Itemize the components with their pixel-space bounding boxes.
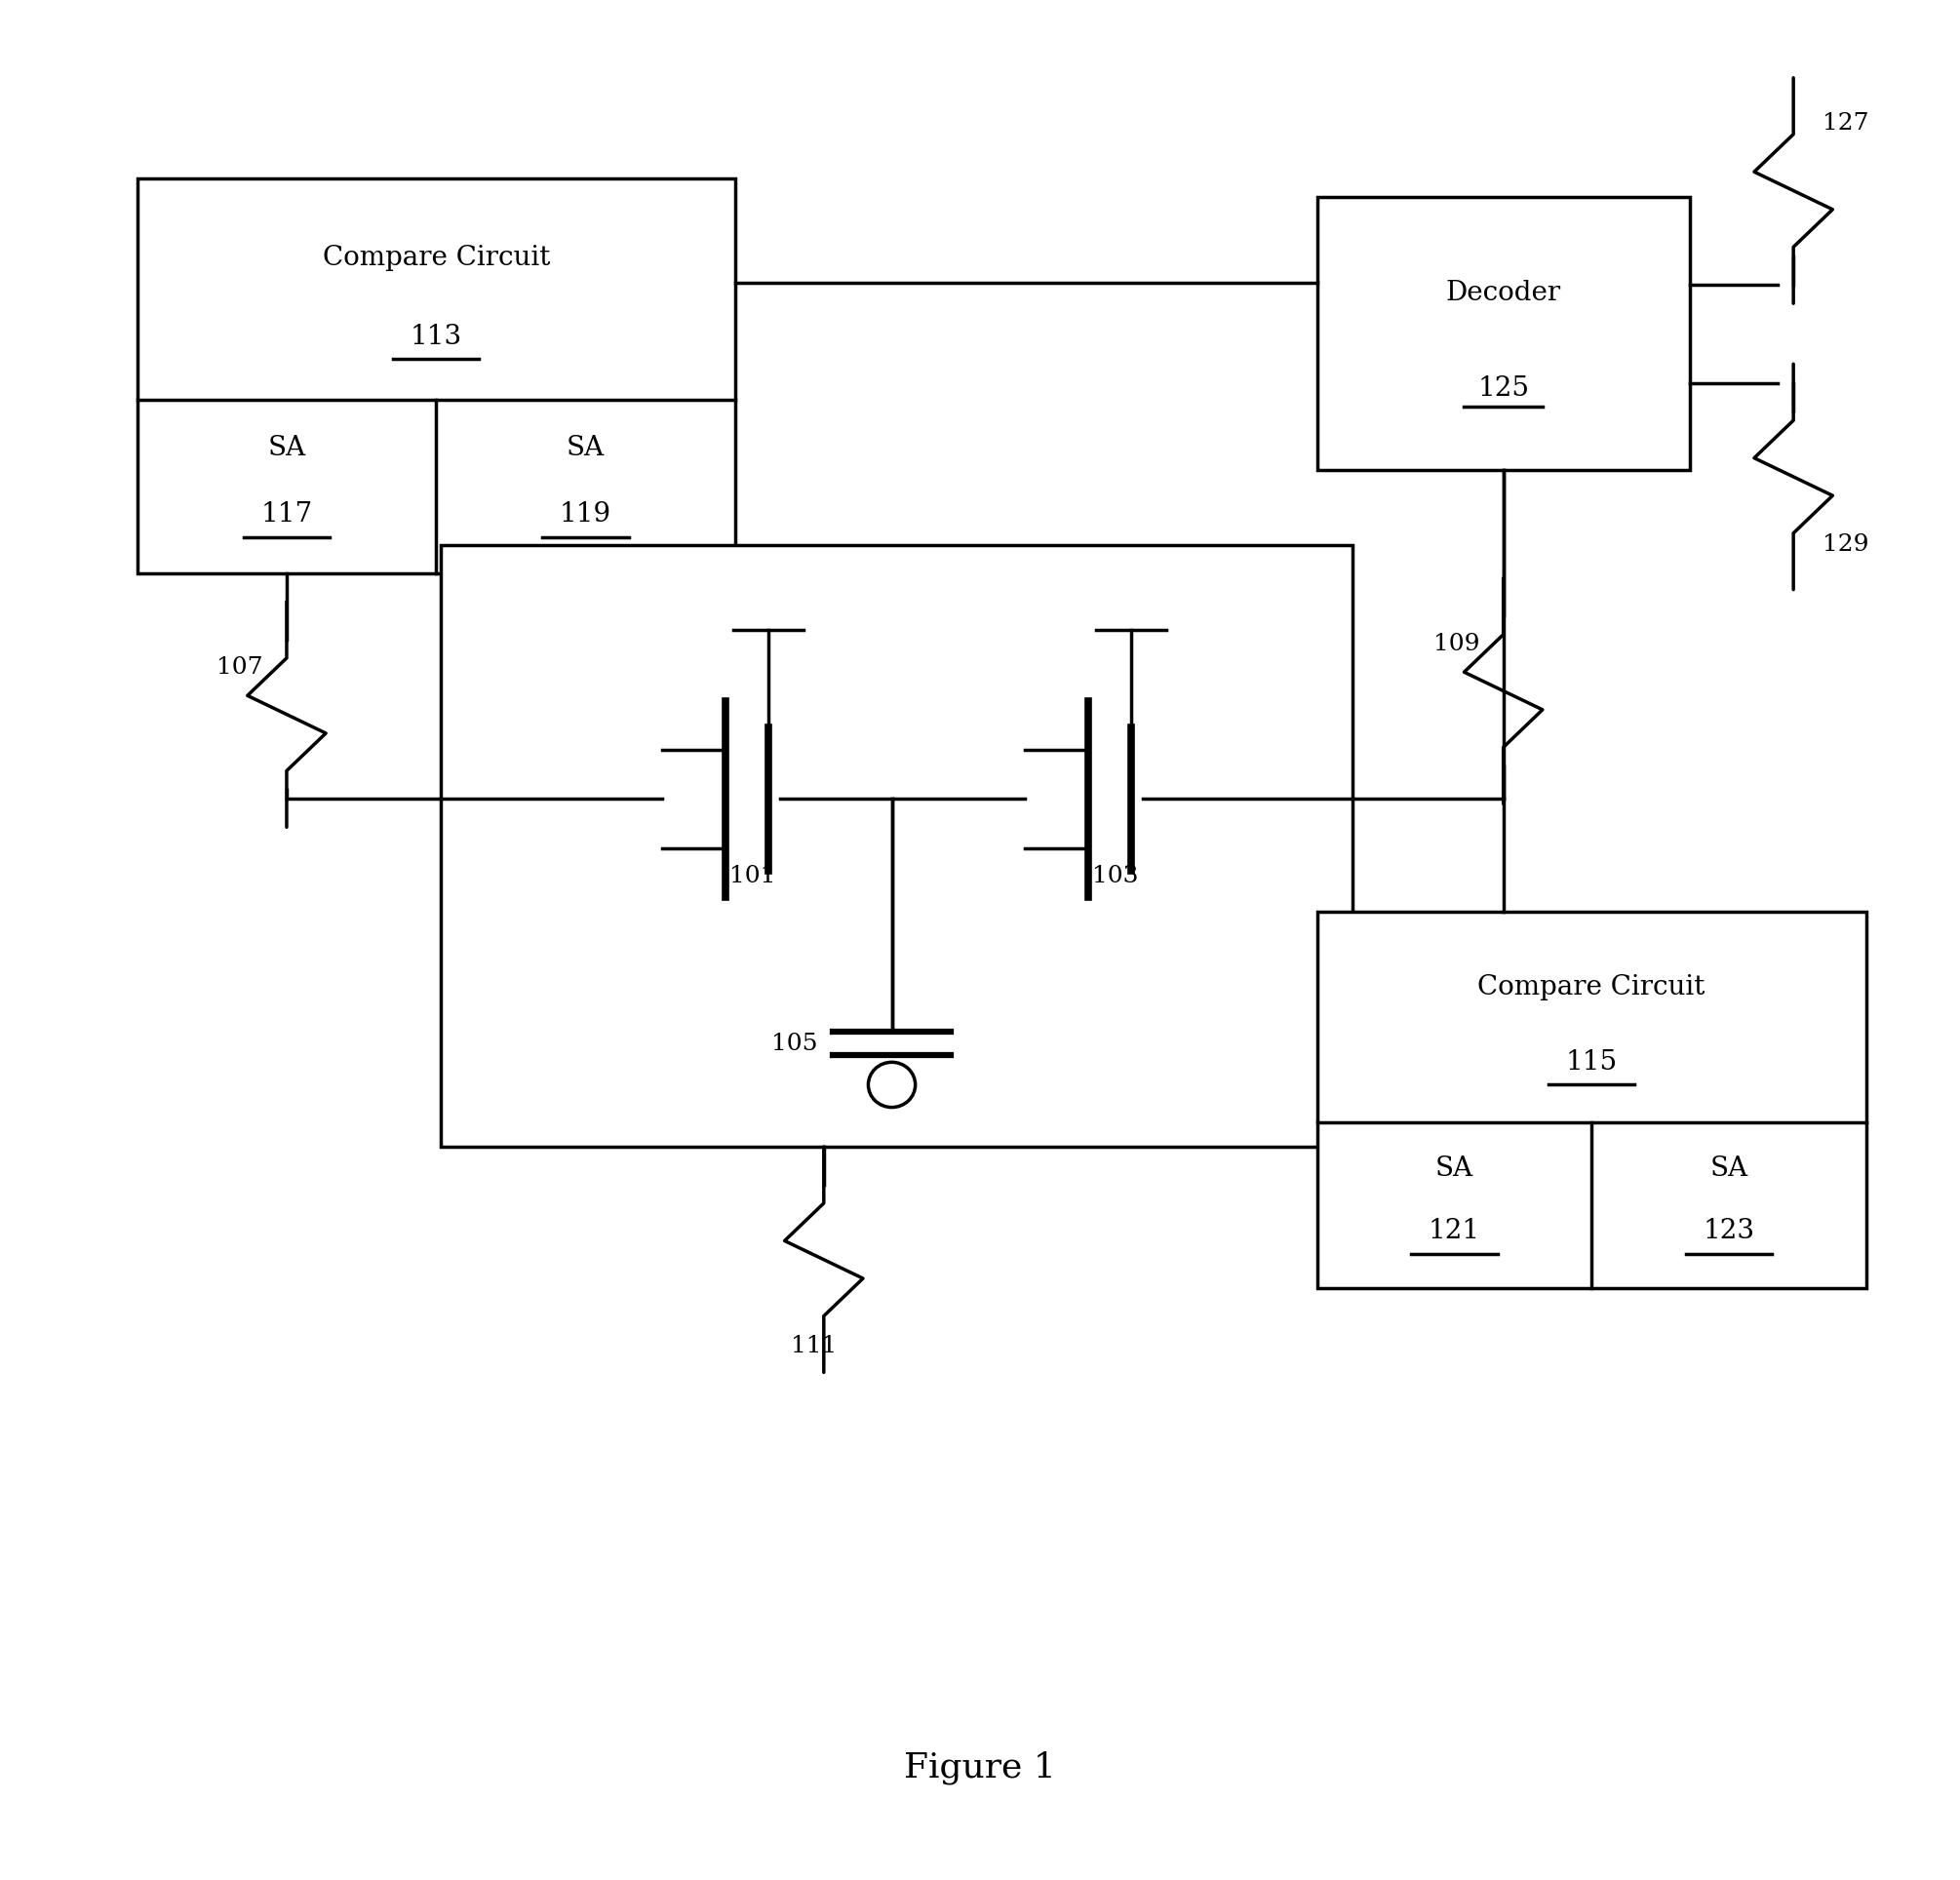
Text: SA: SA: [269, 434, 306, 461]
Text: 129: 129: [1823, 534, 1870, 556]
Bar: [1317, 197, 1690, 470]
Text: SA: SA: [566, 434, 604, 461]
Text: 123: 123: [1703, 1218, 1754, 1245]
Text: 105: 105: [770, 1032, 817, 1055]
Text: 109: 109: [1433, 634, 1480, 654]
Text: 125: 125: [1478, 374, 1529, 402]
Text: Compare Circuit: Compare Circuit: [1478, 974, 1705, 1000]
Text: 121: 121: [1429, 1218, 1480, 1245]
Text: 101: 101: [729, 865, 776, 887]
Text: SA: SA: [1435, 1156, 1474, 1183]
Text: Figure 1: Figure 1: [904, 1750, 1056, 1784]
Text: 115: 115: [1566, 1049, 1617, 1075]
Text: 107: 107: [218, 656, 263, 679]
Text: 111: 111: [792, 1335, 837, 1357]
Text: Compare Circuit: Compare Circuit: [321, 244, 551, 271]
Text: 119: 119: [561, 502, 612, 528]
Text: Decoder: Decoder: [1446, 280, 1560, 306]
Text: 117: 117: [261, 502, 312, 528]
Bar: [1317, 912, 1866, 1288]
Text: SA: SA: [1709, 1156, 1748, 1183]
Text: 113: 113: [410, 323, 463, 350]
Text: 103: 103: [1092, 865, 1139, 887]
Bar: [137, 179, 735, 573]
Bar: [441, 545, 1352, 1147]
Text: 127: 127: [1823, 111, 1870, 133]
